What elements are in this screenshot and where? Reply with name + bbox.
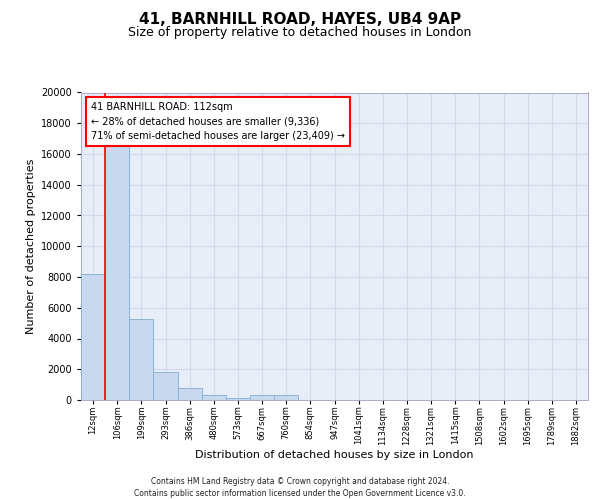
Bar: [81, 274, 105, 400]
Text: Size of property relative to detached houses in London: Size of property relative to detached ho…: [128, 26, 472, 39]
Bar: [154, 372, 178, 400]
Bar: [129, 318, 154, 400]
Y-axis label: Number of detached properties: Number of detached properties: [26, 158, 35, 334]
Bar: [274, 396, 298, 400]
Bar: [105, 145, 129, 400]
Bar: [202, 396, 226, 400]
Bar: [178, 388, 202, 400]
X-axis label: Distribution of detached houses by size in London: Distribution of detached houses by size …: [195, 450, 474, 460]
Bar: [250, 396, 274, 400]
Text: Contains HM Land Registry data © Crown copyright and database right 2024.
Contai: Contains HM Land Registry data © Crown c…: [134, 476, 466, 498]
Text: 41 BARNHILL ROAD: 112sqm
← 28% of detached houses are smaller (9,336)
71% of sem: 41 BARNHILL ROAD: 112sqm ← 28% of detach…: [91, 102, 345, 141]
Bar: [226, 398, 250, 400]
Text: 41, BARNHILL ROAD, HAYES, UB4 9AP: 41, BARNHILL ROAD, HAYES, UB4 9AP: [139, 12, 461, 28]
